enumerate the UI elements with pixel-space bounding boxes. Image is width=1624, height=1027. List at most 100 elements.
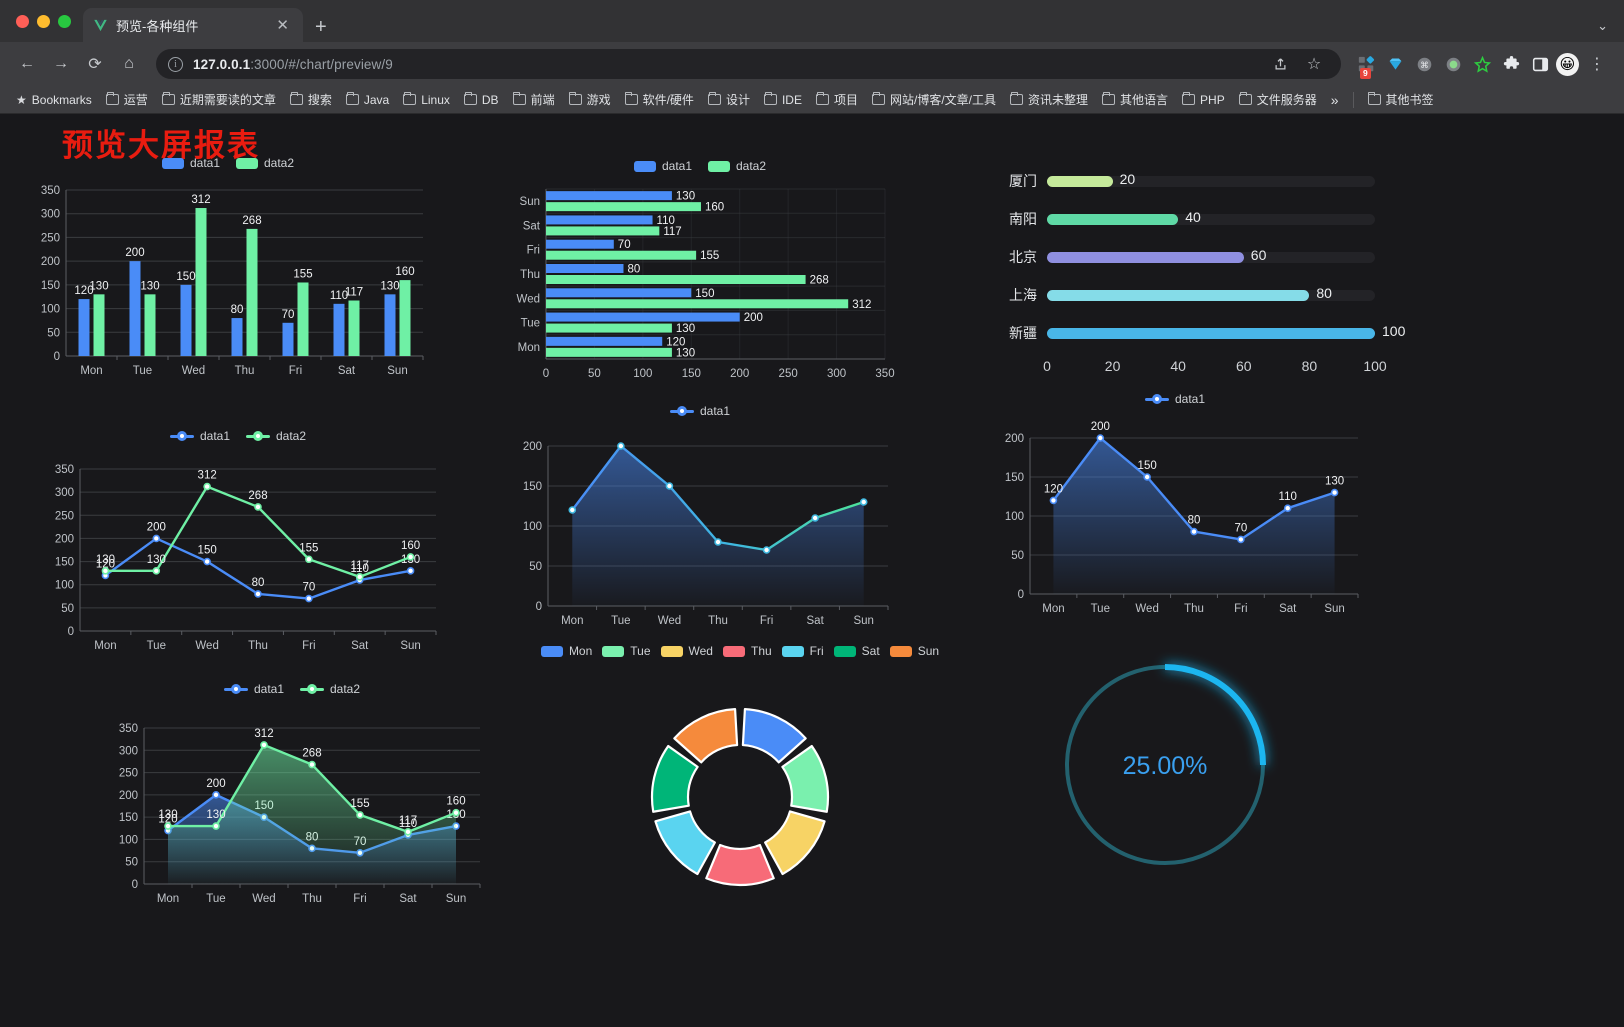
folder-icon [763,91,777,105]
star-green-icon[interactable] [1469,51,1495,77]
chrome-menu-icon[interactable]: ⋮ [1589,56,1605,73]
svg-text:150: 150 [41,280,60,292]
home-button[interactable]: ⌂ [124,55,134,72]
share-icon[interactable] [1265,49,1295,79]
divider [1352,91,1354,108]
svg-text:50: 50 [61,603,74,615]
legend-item[interactable]: data1 [669,404,730,418]
progress-bar-value: 40 [1185,208,1201,225]
bookmark-item[interactable]: 软件/硬件 [619,88,700,111]
donut-segment[interactable] [741,708,807,764]
bookmark-star-icon[interactable]: ☆ [1306,56,1322,73]
folder-icon [871,91,885,105]
bookmark-item[interactable]: 项目 [810,88,864,111]
bookmark-item[interactable]: 前端 [507,88,561,111]
bookmark-item[interactable]: Linux [397,90,456,110]
legend-item[interactable]: Tue [602,644,651,658]
svg-text:Sat: Sat [523,220,541,232]
grid-blue-icon[interactable]: 9 [1353,51,1379,79]
gauge-svg: 25.00% [1065,664,1266,865]
svg-text:350: 350 [119,723,138,735]
window-controls[interactable] [12,0,83,42]
legend-label: data1 [1174,392,1206,406]
legend-item[interactable]: data2 [236,156,294,170]
svg-text:Fri: Fri [289,365,302,377]
browser-tab[interactable]: 预览-各种组件 ✕ [83,8,303,42]
legend-label: Sun [917,644,940,658]
legend-item[interactable]: Thu [722,644,772,658]
forward-button[interactable]: → [53,55,69,72]
legend-item[interactable]: data2 [246,429,306,443]
bookmark-item[interactable]: 游戏 [563,88,617,111]
donut-svg [650,708,830,887]
bookmark-item[interactable]: 网站/博客/文章/工具 [866,88,1002,111]
maximize-window-button[interactable] [58,14,71,28]
legend-item[interactable]: data1 [1144,392,1206,406]
legend-label: Wed [688,644,713,658]
line-basic-svg: 0 50 100 150 200 250 300 350 Mon Tue Wed Thu Fri Sat S… [55,464,437,652]
close-tab-button[interactable]: ✕ [276,16,289,34]
legend-label: Tue [630,644,651,658]
svg-text:Fri: Fri [1234,603,1247,615]
address-bar[interactable]: i 127.0.0.1:3000/#/chart/preview/9 ☆ [156,49,1341,79]
donut-segment[interactable] [654,810,716,876]
reload-button[interactable]: ⟳ [88,56,102,73]
bookmark-item[interactable]: IDE [758,90,808,110]
donut-segment[interactable] [673,708,739,764]
bookmarks-overflow-button[interactable]: » [1330,91,1339,108]
line-gradient-svg: 0 50 100 150 200 Mon Tue Wed Thu Fri Sat Sun [523,441,889,627]
legend-item[interactable]: data1 [161,156,220,170]
bookmark-item[interactable]: 运营 [100,88,154,111]
svg-text:130: 130 [380,280,399,292]
legend-item[interactable]: data1 [223,682,284,696]
svg-text:312: 312 [198,470,217,482]
legend-item[interactable]: data1 [633,159,692,173]
bookmark-item[interactable]: 设计 [702,88,756,111]
legend-item[interactable]: Mon [540,644,592,658]
legend-item[interactable]: Fri [781,644,824,658]
site-info-icon[interactable]: i [168,56,183,72]
axis-tick-label: 80 [1301,358,1318,374]
area-double-svg: 0 50 100 150 200 250 300 350 Mon Tue Wed Thu Fri Sat S… [119,723,481,905]
svg-text:110: 110 [330,290,348,302]
legend-item[interactable]: Wed [660,644,713,658]
profile-avatar[interactable]: 😀 [1556,52,1579,76]
tab-title: 预览-各种组件 [116,18,199,34]
sidepanel-icon[interactable] [1527,51,1553,77]
legend-donut: Mon Tue Wed Thu Fri Sat Sun [520,644,960,658]
bookmark-item[interactable]: DB [458,90,505,110]
bookmark-item[interactable]: Java [340,90,395,110]
donut-segment[interactable] [764,810,826,876]
minimize-window-button[interactable] [37,14,50,28]
svg-text:Sat: Sat [1279,603,1297,615]
other-bookmarks-item[interactable]: 其他书签 [1362,88,1440,111]
bookmark-item[interactable]: 文件服务器 [1233,88,1323,111]
new-tab-button[interactable]: + [315,16,327,38]
bookmark-item[interactable]: PHP [1176,90,1231,110]
bookmark-item[interactable]: ★ Bookmarks [10,90,98,110]
bookmark-item[interactable]: 其他语言 [1096,88,1174,111]
legend-swatch [833,645,856,657]
bookmark-label: 设计 [725,93,750,107]
svg-text:155: 155 [350,798,369,810]
legend-item[interactable]: Sun [889,644,940,658]
donut-segment[interactable] [650,744,699,813]
diamond-icon[interactable] [1382,51,1408,77]
legend-item[interactable]: data2 [300,682,360,696]
circle-green-icon[interactable] [1440,51,1466,77]
legend-item[interactable]: data1 [169,429,230,443]
tab-search-caret-icon[interactable]: ⌄ [1597,18,1608,33]
donut-segment[interactable] [781,744,830,813]
legend-item[interactable]: data2 [708,159,766,173]
legend-item[interactable]: Sat [833,644,880,658]
svg-text:Wed: Wed [182,365,205,377]
close-window-button[interactable] [16,14,29,28]
bookmark-item[interactable]: 近期需要读的文章 [156,88,282,111]
donut-segment[interactable] [705,843,775,887]
back-button[interactable]: ← [19,55,35,72]
svg-text:150: 150 [119,812,138,824]
command-icon[interactable]: ⌘ [1411,51,1437,77]
bookmark-item[interactable]: 资讯未整理 [1004,88,1094,111]
puzzle-icon[interactable] [1498,51,1524,77]
bookmark-item[interactable]: 搜索 [284,88,338,111]
